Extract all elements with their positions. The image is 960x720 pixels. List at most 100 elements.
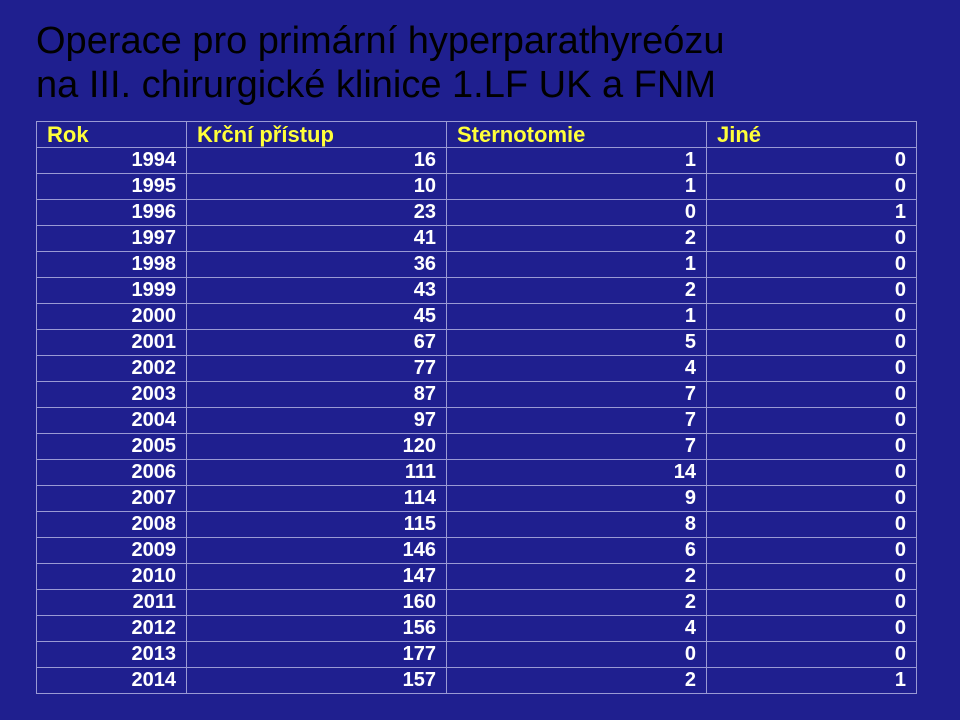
table-row: 20049770 — [37, 408, 917, 434]
table-cell: 146 — [187, 538, 447, 564]
table-cell: 0 — [707, 408, 917, 434]
col-header: Jiné — [707, 122, 917, 148]
table-cell: 1998 — [37, 252, 187, 278]
table-cell: 0 — [707, 148, 917, 174]
table-cell: 2 — [447, 668, 707, 694]
table-cell: 120 — [187, 434, 447, 460]
table-cell: 111 — [187, 460, 447, 486]
table-cell: 7 — [447, 408, 707, 434]
table-cell: 115 — [187, 512, 447, 538]
table-cell: 1994 — [37, 148, 187, 174]
table-row: 19994320 — [37, 278, 917, 304]
title-line1: Operace pro primární hyperparathyreózu — [36, 20, 725, 62]
table-row: 200512070 — [37, 434, 917, 460]
slide-title: Operace pro primární hyperparathyreózu n… — [36, 20, 924, 107]
table-cell: 0 — [707, 356, 917, 382]
table-cell: 157 — [187, 668, 447, 694]
table-cell: 2004 — [37, 408, 187, 434]
table-row: 201215640 — [37, 616, 917, 642]
table-row: 19951010 — [37, 174, 917, 200]
table-cell: 97 — [187, 408, 447, 434]
table-cell: 45 — [187, 304, 447, 330]
table-row: 200914660 — [37, 538, 917, 564]
table-row: 20038770 — [37, 382, 917, 408]
table-cell: 0 — [707, 538, 917, 564]
table-cell: 1995 — [37, 174, 187, 200]
table-cell: 0 — [707, 174, 917, 200]
table-row: 19962301 — [37, 200, 917, 226]
table-cell: 2011 — [37, 590, 187, 616]
table-cell: 41 — [187, 226, 447, 252]
table-cell: 1 — [447, 304, 707, 330]
col-header: Rok — [37, 122, 187, 148]
table-cell: 156 — [187, 616, 447, 642]
table-cell: 2009 — [37, 538, 187, 564]
table-cell: 7 — [447, 382, 707, 408]
table-cell: 0 — [447, 642, 707, 668]
table-cell: 23 — [187, 200, 447, 226]
table-cell: 2002 — [37, 356, 187, 382]
table-cell: 0 — [707, 590, 917, 616]
table-cell: 0 — [707, 330, 917, 356]
table-cell: 0 — [707, 252, 917, 278]
table-cell: 10 — [187, 174, 447, 200]
table-cell: 43 — [187, 278, 447, 304]
table-cell: 147 — [187, 564, 447, 590]
title-line2: na III. chirurgické klinice 1.LF UK a FN… — [36, 64, 716, 106]
table-cell: 2 — [447, 590, 707, 616]
table-cell: 1999 — [37, 278, 187, 304]
table-row: 19983610 — [37, 252, 917, 278]
table-cell: 0 — [707, 304, 917, 330]
table-row: 201116020 — [37, 590, 917, 616]
table-cell: 7 — [447, 434, 707, 460]
table-cell: 0 — [707, 616, 917, 642]
table-cell: 160 — [187, 590, 447, 616]
table-cell: 77 — [187, 356, 447, 382]
table-cell: 2000 — [37, 304, 187, 330]
table-row: 201317700 — [37, 642, 917, 668]
table-cell: 16 — [187, 148, 447, 174]
data-table-wrapper: Rok Krční přístup Sternotomie Jiné 19941… — [36, 121, 916, 694]
table-cell: 2010 — [37, 564, 187, 590]
table-cell: 2 — [447, 564, 707, 590]
table-cell: 4 — [447, 356, 707, 382]
table-cell: 0 — [707, 278, 917, 304]
table-cell: 0 — [707, 564, 917, 590]
table-cell: 0 — [707, 486, 917, 512]
table-cell: 0 — [707, 460, 917, 486]
table-cell: 36 — [187, 252, 447, 278]
table-cell: 9 — [447, 486, 707, 512]
table-cell: 1996 — [37, 200, 187, 226]
table-cell: 2013 — [37, 642, 187, 668]
table-row: 19941610 — [37, 148, 917, 174]
table-cell: 8 — [447, 512, 707, 538]
table-cell: 1 — [707, 668, 917, 694]
table-row: 2006111140 — [37, 460, 917, 486]
table-cell: 2003 — [37, 382, 187, 408]
table-cell: 1 — [707, 200, 917, 226]
table-cell: 114 — [187, 486, 447, 512]
table-cell: 2006 — [37, 460, 187, 486]
table-cell: 67 — [187, 330, 447, 356]
table-cell: 0 — [707, 434, 917, 460]
table-row: 20004510 — [37, 304, 917, 330]
table-cell: 4 — [447, 616, 707, 642]
table-cell: 2005 — [37, 434, 187, 460]
table-cell: 0 — [707, 226, 917, 252]
table-cell: 2001 — [37, 330, 187, 356]
table-row: 201014720 — [37, 564, 917, 590]
table-cell: 2008 — [37, 512, 187, 538]
table-cell: 0 — [707, 642, 917, 668]
table-row: 19974120 — [37, 226, 917, 252]
table-row: 20027740 — [37, 356, 917, 382]
table-cell: 1 — [447, 252, 707, 278]
data-table: Rok Krční přístup Sternotomie Jiné 19941… — [36, 121, 917, 694]
table-row: 200811580 — [37, 512, 917, 538]
table-cell: 2014 — [37, 668, 187, 694]
table-row: 201415721 — [37, 668, 917, 694]
table-cell: 0 — [707, 512, 917, 538]
table-cell: 2007 — [37, 486, 187, 512]
table-cell: 5 — [447, 330, 707, 356]
table-row: 20016750 — [37, 330, 917, 356]
table-row: 200711490 — [37, 486, 917, 512]
